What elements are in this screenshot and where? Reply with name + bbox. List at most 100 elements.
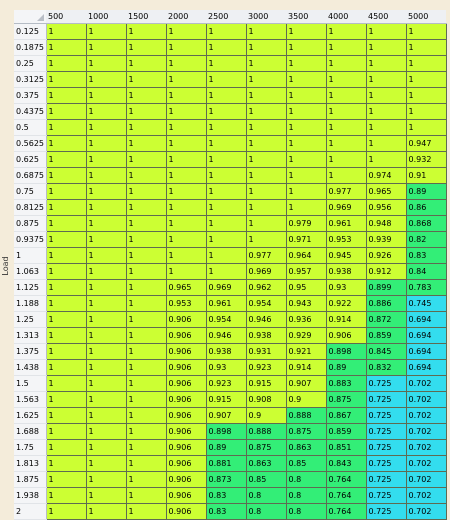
grid-cell[interactable]: 1 — [45, 503, 87, 520]
grid-cell[interactable]: 0.971 — [285, 231, 327, 248]
grid-cell[interactable]: 1 — [45, 183, 87, 200]
grid-cell[interactable]: 0.851 — [325, 439, 367, 456]
grid-cell[interactable]: 1 — [205, 87, 247, 104]
corner-select-all[interactable] — [14, 10, 46, 24]
grid-cell[interactable]: 1 — [85, 167, 127, 184]
row-header[interactable]: 1.063 — [14, 263, 47, 280]
grid-cell[interactable]: 0.898 — [205, 423, 247, 440]
column-header[interactable]: 1500 — [126, 10, 166, 24]
grid-cell[interactable]: 1 — [245, 87, 287, 104]
grid-cell[interactable]: 1 — [85, 87, 127, 104]
grid-cell[interactable]: 1 — [245, 39, 287, 56]
grid-cell[interactable]: 1 — [325, 103, 367, 120]
grid-cell[interactable]: 0.83 — [205, 503, 247, 520]
row-header[interactable]: 1.188 — [14, 295, 47, 312]
grid-cell[interactable]: 1 — [285, 103, 327, 120]
grid-cell[interactable]: 0.8 — [285, 503, 327, 520]
grid-cell[interactable]: 0.725 — [365, 487, 407, 504]
grid-cell[interactable]: 1 — [45, 423, 87, 440]
grid-cell[interactable]: 1 — [325, 23, 367, 40]
grid-cell[interactable]: 0.764 — [325, 471, 367, 488]
column-header[interactable]: 2500 — [206, 10, 246, 24]
grid-cell[interactable]: 1 — [325, 87, 367, 104]
grid-cell[interactable]: 1 — [125, 359, 167, 376]
grid-cell[interactable]: 1 — [45, 343, 87, 360]
grid-cell[interactable]: 0.922 — [325, 295, 367, 312]
grid-cell[interactable]: 0.938 — [325, 263, 367, 280]
grid-cell[interactable]: 1 — [205, 231, 247, 248]
grid-cell[interactable]: 1 — [165, 23, 207, 40]
grid-cell[interactable]: 1 — [125, 455, 167, 472]
grid-cell[interactable]: 0.783 — [405, 279, 447, 296]
grid-cell[interactable]: 1 — [125, 279, 167, 296]
grid-cell[interactable]: 0.915 — [205, 391, 247, 408]
grid-cell[interactable]: 1 — [325, 55, 367, 72]
grid-cell[interactable]: 1 — [125, 375, 167, 392]
grid-cell[interactable]: 1 — [165, 247, 207, 264]
grid-cell[interactable]: 1 — [125, 423, 167, 440]
grid-cell[interactable]: 0.83 — [405, 247, 447, 264]
grid-cell[interactable]: 1 — [45, 455, 87, 472]
grid-cell[interactable]: 0.906 — [165, 359, 207, 376]
grid-cell[interactable]: 0.977 — [245, 247, 287, 264]
grid-cell[interactable]: 0.82 — [405, 231, 447, 248]
grid-cell[interactable]: 1 — [45, 135, 87, 152]
grid-cell[interactable]: 1 — [165, 151, 207, 168]
row-header[interactable]: 1.813 — [14, 455, 47, 472]
grid-cell[interactable]: 1 — [245, 135, 287, 152]
grid-cell[interactable]: 0.956 — [365, 199, 407, 216]
grid-cell[interactable]: 0.702 — [405, 391, 447, 408]
grid-cell[interactable]: 1 — [125, 119, 167, 136]
column-header[interactable]: 4000 — [326, 10, 366, 24]
grid-cell[interactable]: 0.93 — [205, 359, 247, 376]
grid-cell[interactable]: 0.95 — [285, 279, 327, 296]
grid-cell[interactable]: 1 — [205, 135, 247, 152]
grid-cell[interactable]: 0.961 — [205, 295, 247, 312]
grid-cell[interactable]: 0.843 — [325, 455, 367, 472]
grid-cell[interactable]: 1 — [285, 23, 327, 40]
grid-cell[interactable]: 1 — [205, 215, 247, 232]
row-header[interactable]: 1 — [14, 247, 47, 264]
grid-cell[interactable]: 1 — [45, 375, 87, 392]
grid-cell[interactable]: 1 — [245, 231, 287, 248]
grid-cell[interactable]: 1 — [205, 103, 247, 120]
grid-cell[interactable]: 0.702 — [405, 471, 447, 488]
grid-cell[interactable]: 0.702 — [405, 455, 447, 472]
grid-cell[interactable]: 0.979 — [285, 215, 327, 232]
grid-cell[interactable]: 1 — [85, 471, 127, 488]
row-header[interactable]: 2 — [14, 503, 47, 520]
grid-cell[interactable]: 1 — [205, 151, 247, 168]
grid-cell[interactable]: 0.702 — [405, 375, 447, 392]
grid-cell[interactable]: 0.914 — [285, 359, 327, 376]
grid-cell[interactable]: 0.906 — [165, 391, 207, 408]
grid-cell[interactable]: 1 — [45, 231, 87, 248]
grid-cell[interactable]: 0.875 — [245, 439, 287, 456]
grid-cell[interactable]: 0.89 — [405, 183, 447, 200]
grid-cell[interactable]: 1 — [285, 167, 327, 184]
grid-cell[interactable]: 0.888 — [285, 407, 327, 424]
grid-cell[interactable]: 1 — [45, 103, 87, 120]
grid-cell[interactable]: 1 — [85, 375, 127, 392]
grid-cell[interactable]: 1 — [85, 295, 127, 312]
grid-cell[interactable]: 1 — [85, 503, 127, 520]
grid-cell[interactable]: 1 — [245, 23, 287, 40]
grid-cell[interactable]: 1 — [245, 55, 287, 72]
grid-cell[interactable]: 0.745 — [405, 295, 447, 312]
row-header[interactable]: 1.625 — [14, 407, 47, 424]
grid-cell[interactable]: 0.867 — [325, 407, 367, 424]
grid-cell[interactable]: 0.974 — [365, 167, 407, 184]
grid-cell[interactable]: 0.923 — [205, 375, 247, 392]
grid-cell[interactable]: 1 — [85, 135, 127, 152]
grid-cell[interactable]: 0.969 — [205, 279, 247, 296]
grid-cell[interactable]: 1 — [365, 39, 407, 56]
row-header[interactable]: 0.375 — [14, 87, 47, 104]
grid-cell[interactable]: 1 — [85, 231, 127, 248]
grid-cell[interactable]: 1 — [85, 343, 127, 360]
grid-cell[interactable]: 1 — [125, 215, 167, 232]
grid-cell[interactable]: 0.85 — [285, 455, 327, 472]
grid-cell[interactable]: 0.977 — [325, 183, 367, 200]
grid-cell[interactable]: 1 — [125, 327, 167, 344]
grid-cell[interactable]: 1 — [85, 23, 127, 40]
grid-cell[interactable]: 0.702 — [405, 503, 447, 520]
grid-cell[interactable]: 0.764 — [325, 487, 367, 504]
